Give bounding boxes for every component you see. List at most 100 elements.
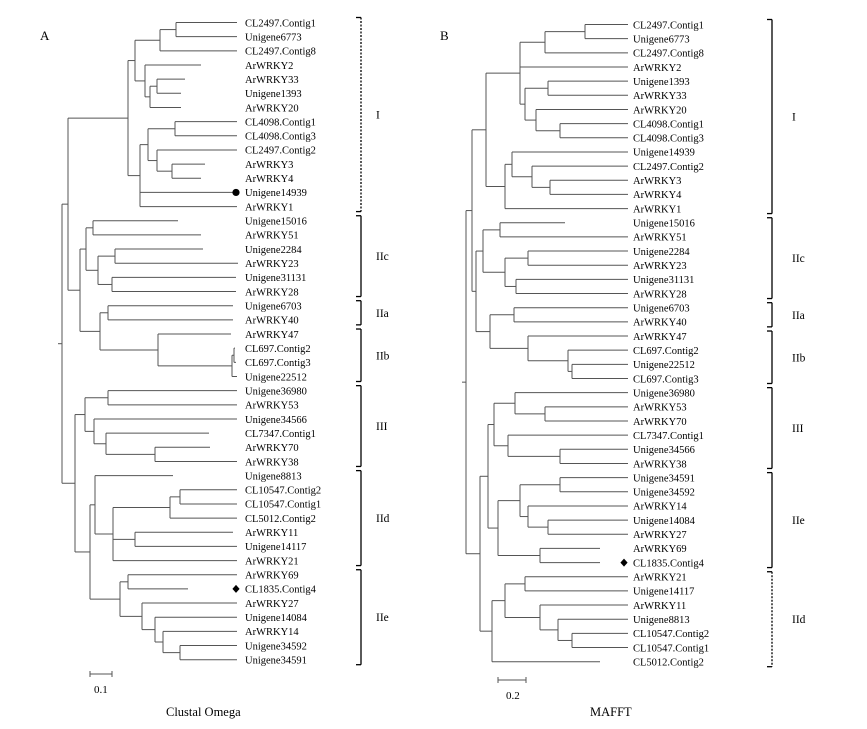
- leaf-label: Unigene14084: [633, 516, 696, 527]
- leaf-label: ArWRKY21: [245, 556, 299, 567]
- tree-panel-b: B CL2497.Contig1Unigene6773CL2497.Contig…: [440, 18, 806, 719]
- leaf-label: CL2497.Contig1: [245, 18, 316, 29]
- tree-b-leaf-labels: CL2497.Contig1 Unigene6773 CL2497.Contig8 A…: [633, 20, 709, 668]
- leaf-label: Unigene6703: [633, 304, 690, 315]
- leaf-label: CL4098.Contig3: [633, 134, 704, 145]
- scale-label-a: 0.1: [94, 684, 108, 696]
- leaf-label: ArWRKY14: [633, 502, 687, 513]
- leaf-label: ArWRKY40: [633, 318, 687, 329]
- leaf-label: ArWRKY69: [245, 571, 299, 582]
- leaf-label: CL2497.Contig2: [633, 162, 704, 173]
- leaf-label: ArWRKY2: [633, 63, 681, 74]
- leaf-label: Unigene6773: [245, 32, 302, 43]
- leaf-label: CL697.Contig3: [633, 374, 699, 385]
- leaf-label: Unigene6773: [633, 34, 690, 45]
- leaf-label: CL4098.Contig1: [245, 117, 316, 128]
- group-label: IId: [376, 513, 390, 525]
- leaf-label: Unigene6703: [245, 302, 302, 313]
- group-bracket: IIc: [356, 215, 389, 298]
- group-bracket: IIe: [356, 569, 389, 666]
- tree-b-markers: [620, 558, 628, 567]
- leaf-label: Unigene8813: [245, 471, 302, 482]
- group-label: IIe: [376, 612, 389, 624]
- leaf-label: Unigene2284: [245, 245, 302, 256]
- leaf-label: ArWRKY4: [633, 190, 682, 201]
- leaf-label: Unigene34592: [245, 641, 307, 652]
- leaf-label: Unigene14117: [245, 542, 306, 553]
- group-bracket: IIc: [767, 217, 805, 300]
- panel-letter-a: A: [40, 28, 50, 43]
- leaf-label: ArWRKY53: [245, 401, 299, 412]
- diamond-marker-icon: [232, 584, 240, 593]
- leaf-label: CL1835.Contig4: [633, 558, 705, 569]
- leaf-label: Unigene1393: [633, 77, 690, 88]
- leaf-label: Unigene31131: [633, 275, 694, 286]
- leaf-label: ArWRKY23: [633, 261, 687, 272]
- leaf-label: Unigene14117: [633, 587, 694, 598]
- leaf-label: ArWRKY2: [245, 61, 293, 72]
- leaf-label: CL10547.Contig2: [633, 629, 709, 640]
- leaf-label: CL4098.Contig3: [245, 132, 316, 143]
- leaf-label: Unigene14084: [245, 613, 308, 624]
- leaf-label: CL10547.Contig1: [633, 643, 709, 654]
- leaf-label: ArWRKY69: [633, 544, 687, 555]
- leaf-label: CL4098.Contig1: [633, 119, 704, 130]
- group-bracket: IIb: [356, 328, 390, 383]
- group-label: III: [792, 423, 804, 435]
- leaf-label: Unigene2284: [633, 247, 690, 258]
- leaf-label: ArWRKY40: [245, 316, 299, 327]
- group-label: IIc: [376, 251, 389, 263]
- tree-a-markers: [232, 188, 240, 593]
- group-bracket: I: [767, 18, 796, 215]
- leaf-label: CL697.Contig2: [633, 346, 699, 357]
- leaf-label: CL10547.Contig2: [245, 486, 321, 497]
- leaf-label: ArWRKY53: [633, 403, 687, 414]
- group-label: IIb: [792, 352, 806, 364]
- group-label: I: [792, 112, 796, 124]
- group-bracket: IIb: [767, 330, 806, 385]
- leaf-label: ArWRKY23: [245, 259, 299, 270]
- leaf-label: ArWRKY11: [245, 528, 298, 539]
- leaf-label: Unigene36980: [245, 386, 307, 397]
- group-bracket: IIa: [767, 302, 805, 328]
- leaf-label: Unigene34591: [633, 473, 695, 484]
- leaf-label: Unigene34592: [633, 488, 695, 499]
- leaf-label: ArWRKY33: [633, 91, 687, 102]
- leaf-label: Unigene15016: [633, 219, 695, 230]
- leaf-label: ArWRKY70: [245, 443, 299, 454]
- leaf-label: Unigene14939: [633, 148, 695, 159]
- caption-a: Clustal Omega: [166, 705, 241, 719]
- leaf-label: ArWRKY28: [633, 289, 687, 300]
- leaf-label: ArWRKY1: [245, 202, 293, 213]
- leaf-label: CL2497.Contig2: [245, 146, 316, 157]
- group-label: III: [376, 421, 388, 433]
- leaf-label: CL2497.Contig8: [633, 49, 704, 60]
- group-bracket: III: [767, 387, 804, 470]
- group-label: IIa: [792, 310, 805, 322]
- scale-bar-a: 0.1: [89, 671, 113, 696]
- leaf-label: CL5012.Contig2: [633, 658, 704, 669]
- leaf-label: ArWRKY14: [245, 627, 299, 638]
- leaf-label: CL697.Contig3: [245, 358, 311, 369]
- leaf-label: Unigene1393: [245, 89, 302, 100]
- leaf-label: ArWRKY38: [245, 457, 299, 468]
- tree-a-group-brackets: I IIc IIa IIb III IId IIe: [356, 16, 390, 666]
- leaf-label: ArWRKY28: [245, 287, 299, 298]
- group-label: I: [376, 110, 380, 122]
- leaf-label: Unigene34566: [245, 415, 307, 426]
- tree-a-leaf-labels: CL2497.Contig1 Unigene6773 CL2497.Contig8 A…: [245, 18, 321, 666]
- leaf-label: Unigene34591: [245, 656, 307, 667]
- leaf-label: ArWRKY3: [245, 160, 293, 171]
- leaf-label: ArWRKY4: [245, 174, 294, 185]
- group-bracket: I: [356, 16, 380, 213]
- leaf-label: CL10547.Contig1: [245, 500, 321, 511]
- panel-letter-b: B: [440, 28, 449, 43]
- group-label: IIb: [376, 350, 390, 362]
- scale-label-b: 0.2: [506, 690, 520, 702]
- leaf-label: Unigene34566: [633, 445, 695, 456]
- group-bracket: IId: [767, 571, 806, 668]
- leaf-label: CL2497.Contig8: [245, 47, 316, 58]
- leaf-label: ArWRKY3: [633, 176, 681, 187]
- tree-a-branches: [58, 22, 238, 661]
